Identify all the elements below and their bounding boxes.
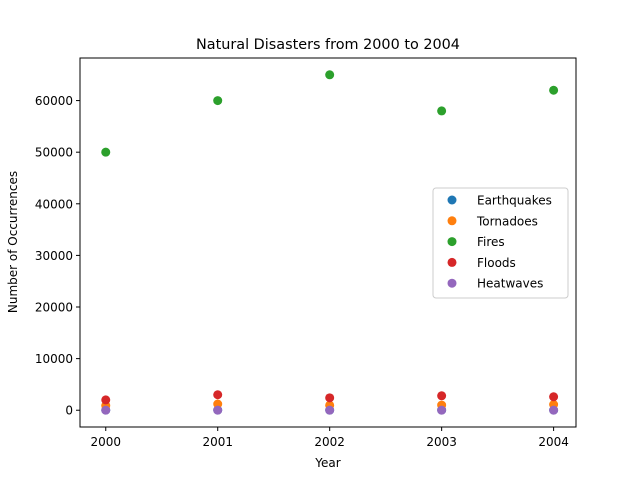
x-tick-label: 2003 xyxy=(426,435,457,449)
legend-label: Fires xyxy=(477,235,505,249)
point-heatwaves xyxy=(437,405,447,415)
point-floods xyxy=(549,392,559,402)
x-axis-label: Year xyxy=(314,456,340,470)
point-floods xyxy=(437,391,447,401)
x-tick-label: 2002 xyxy=(314,435,345,449)
point-fires xyxy=(437,106,447,116)
point-fires xyxy=(325,70,335,80)
point-fires xyxy=(101,147,111,157)
point-heatwaves xyxy=(213,405,223,415)
x-tick-label: 2001 xyxy=(202,435,233,449)
x-tick-label: 2000 xyxy=(90,435,121,449)
legend-marker xyxy=(447,216,457,226)
legend: Earthquakes Tornadoes Fires Floods Heatwaves xyxy=(432,187,569,299)
legend-marker xyxy=(447,257,457,267)
y-tick-label: 30000 xyxy=(35,249,73,263)
point-fires xyxy=(213,96,223,106)
legend-box xyxy=(432,187,569,299)
y-tick-label: 10000 xyxy=(35,352,73,366)
y-axis-ticks: 0 10000 20000 30000 40000 50000 60000 xyxy=(35,94,80,418)
y-tick-label: 60000 xyxy=(35,94,73,108)
point-heatwaves xyxy=(325,405,335,415)
legend-marker xyxy=(447,195,457,205)
y-tick-label: 20000 xyxy=(35,301,73,315)
y-tick-label: 40000 xyxy=(35,197,73,211)
legend-marker xyxy=(447,237,457,247)
point-fires xyxy=(549,85,559,95)
legend-label: Tornadoes xyxy=(476,214,538,228)
point-floods xyxy=(325,393,335,403)
y-tick-label: 0 xyxy=(65,404,73,418)
chart-title: Natural Disasters from 2000 to 2004 xyxy=(196,37,460,53)
y-tick-label: 50000 xyxy=(35,146,73,160)
axes-frame xyxy=(79,57,577,428)
y-axis-label: Number of Occurrences xyxy=(6,171,20,313)
x-tick-label: 2004 xyxy=(538,435,569,449)
legend-label: Heatwaves xyxy=(477,277,543,291)
x-axis-ticks: 2000 2001 2002 2003 2004 xyxy=(90,427,569,449)
point-heatwaves xyxy=(549,405,559,415)
point-floods xyxy=(101,395,111,405)
point-heatwaves xyxy=(101,405,111,415)
legend-label: Floods xyxy=(477,256,516,270)
data-points xyxy=(101,70,559,415)
point-floods xyxy=(213,390,223,400)
legend-marker xyxy=(447,278,457,288)
legend-label: Earthquakes xyxy=(477,194,552,208)
